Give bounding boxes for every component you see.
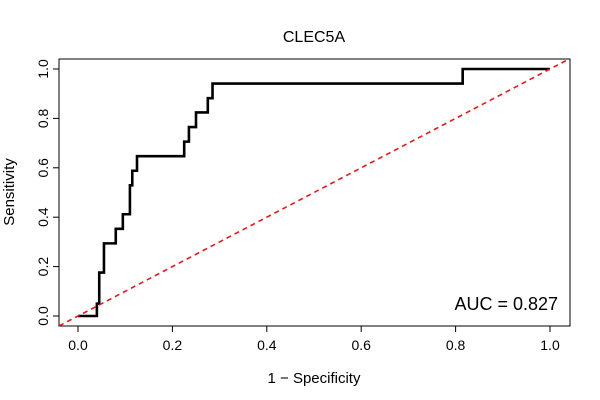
x-axis-title: 1 − Specificity bbox=[268, 370, 361, 387]
y-tick-label: 0.2 bbox=[35, 257, 51, 277]
auc-annotation: AUC = 0.827 bbox=[454, 294, 558, 314]
x-tick-label: 1.0 bbox=[540, 337, 560, 353]
x-tick-label: 0.8 bbox=[446, 337, 466, 353]
y-tick-label: 1.0 bbox=[35, 59, 51, 79]
x-tick-label: 0.0 bbox=[68, 337, 88, 353]
y-axis: 0.0 0.2 0.4 0.6 0.8 1.0 bbox=[35, 59, 59, 326]
y-axis-title: Sensitivity bbox=[1, 158, 18, 226]
y-tick-label: 0.8 bbox=[35, 108, 51, 128]
chart-title: CLEC5A bbox=[283, 29, 346, 46]
x-axis: 0.0 0.2 0.4 0.6 0.8 1.0 bbox=[68, 326, 560, 353]
y-tick-label: 0.4 bbox=[35, 207, 51, 227]
plot-frame bbox=[58, 58, 571, 327]
reference-line bbox=[59, 59, 570, 326]
x-tick-label: 0.2 bbox=[163, 337, 183, 353]
x-tick-label: 0.4 bbox=[257, 337, 277, 353]
roc-curve bbox=[78, 67, 550, 318]
series-layer bbox=[59, 59, 570, 326]
y-tick-label: 0.0 bbox=[35, 306, 51, 326]
x-tick-label: 0.6 bbox=[351, 337, 371, 353]
y-tick-label: 0.6 bbox=[35, 158, 51, 178]
